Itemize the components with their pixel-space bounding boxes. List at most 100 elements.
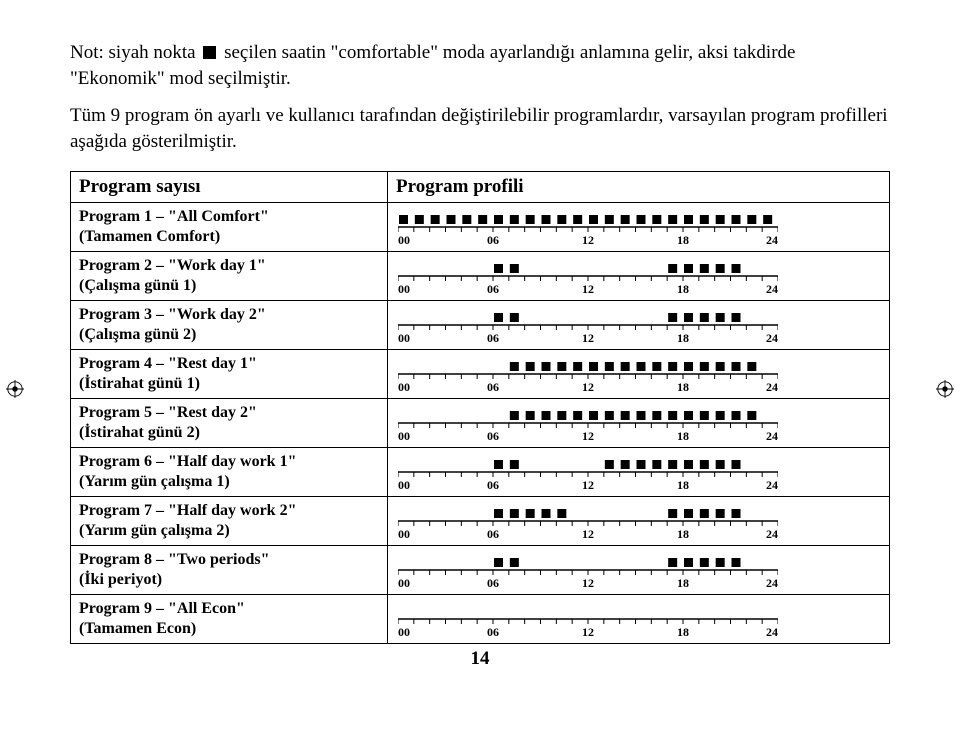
svg-text:24: 24 bbox=[766, 478, 778, 492]
intro-paragraph-2: Tüm 9 program ön ayarlı ve kullanıcı tar… bbox=[70, 103, 890, 154]
svg-text:00: 00 bbox=[398, 576, 410, 590]
program-table: Program sayısı Program profili Program 1… bbox=[70, 171, 890, 644]
program-title: Program 2 – "Work day 1" bbox=[79, 257, 266, 274]
svg-text:18: 18 bbox=[677, 527, 689, 541]
black-square-icon bbox=[203, 46, 216, 59]
table-row: Program 3 – "Work day 2" (Çalışma günü 2)… bbox=[71, 300, 890, 349]
svg-text:06: 06 bbox=[487, 233, 499, 247]
header-left: Program sayısı bbox=[71, 171, 388, 202]
svg-text:12: 12 bbox=[582, 233, 594, 247]
table-row: Program 9 – "All Econ"(Tamamen Econ)0006… bbox=[71, 594, 890, 643]
program-subtitle: (İstirahat günü 1) bbox=[79, 375, 200, 392]
svg-text:06: 06 bbox=[487, 478, 499, 492]
timeline: 0006121824 bbox=[398, 209, 778, 247]
svg-text:12: 12 bbox=[582, 380, 594, 394]
svg-text:18: 18 bbox=[677, 380, 689, 394]
program-label-cell: Program 8 – "Two periods"(İki periyot) bbox=[71, 545, 388, 594]
table-row: Program 7 – "Half day work 2"(Yarım gün … bbox=[71, 496, 890, 545]
program-title: Program 6 – "Half day work 1" bbox=[79, 453, 296, 470]
intro-part1: Not: siyah nokta bbox=[70, 42, 196, 63]
timeline-chart: 0006121824 bbox=[398, 503, 778, 541]
program-title: Program 3 – "Work day 2" bbox=[79, 306, 266, 323]
registration-mark-icon bbox=[936, 380, 954, 398]
timeline-chart: 00 06 12 18 24 bbox=[398, 405, 778, 443]
svg-text:06: 06 bbox=[487, 282, 499, 296]
svg-text:06: 06 bbox=[487, 625, 499, 639]
program-subtitle: (Tamamen Comfort) bbox=[79, 228, 220, 245]
timeline-chart: 00 06 12 18 24 bbox=[398, 601, 778, 639]
svg-text:00: 00 bbox=[398, 625, 410, 639]
program-profile-cell: 00 06 12 18 24 bbox=[388, 594, 890, 643]
program-profile-cell: 0006121824 bbox=[388, 202, 890, 251]
program-subtitle: (Çalışma günü 1) bbox=[79, 277, 196, 294]
program-profile-cell: 0006121824 bbox=[388, 251, 890, 300]
timeline: 0006121824 bbox=[398, 356, 778, 394]
svg-text:24: 24 bbox=[766, 527, 778, 541]
timeline: 0006121824 bbox=[398, 454, 778, 492]
table-row: Program 1 – "All Comfort" (Tamamen Comfor… bbox=[71, 202, 890, 251]
header-right: Program profili bbox=[388, 171, 890, 202]
program-profile-cell: 00 06 12 18 24 bbox=[388, 398, 890, 447]
svg-text:24: 24 bbox=[766, 380, 778, 394]
registration-mark-icon bbox=[6, 380, 24, 398]
svg-text:18: 18 bbox=[677, 625, 689, 639]
svg-text:18: 18 bbox=[677, 429, 689, 443]
svg-text:24: 24 bbox=[766, 429, 778, 443]
timeline-chart: 00 06 12 18 24 bbox=[398, 552, 778, 590]
program-label-cell: Program 1 – "All Comfort" (Tamamen Comfor… bbox=[71, 202, 388, 251]
svg-text:00: 00 bbox=[398, 478, 410, 492]
svg-text:24: 24 bbox=[766, 576, 778, 590]
svg-text:18: 18 bbox=[677, 331, 689, 345]
timeline: 00 06 12 18 24 bbox=[398, 601, 778, 639]
program-title: Program 4 – "Rest day 1" bbox=[79, 355, 257, 372]
svg-text:12: 12 bbox=[582, 625, 594, 639]
svg-text:18: 18 bbox=[677, 233, 689, 247]
program-subtitle: (Tamamen Econ) bbox=[79, 620, 196, 637]
program-label-cell: Program 5 – "Rest day 2" (İstirahat günü … bbox=[71, 398, 388, 447]
timeline: 00 06 12 18 24 bbox=[398, 552, 778, 590]
svg-text:00: 00 bbox=[398, 380, 410, 394]
page-number: 14 bbox=[70, 648, 890, 670]
program-title: Program 1 – "All Comfort" bbox=[79, 208, 269, 225]
program-label-cell: Program 2 – "Work day 1" (Çalışma günü 1) bbox=[71, 251, 388, 300]
svg-text:12: 12 bbox=[582, 429, 594, 443]
svg-text:18: 18 bbox=[677, 282, 689, 296]
program-profile-cell: 00 06 12 18 24 bbox=[388, 545, 890, 594]
program-profile-cell: 0006121824 bbox=[388, 349, 890, 398]
program-profile-cell: 0006121824 bbox=[388, 300, 890, 349]
svg-text:00: 00 bbox=[398, 429, 410, 443]
table-row: Program 6 – "Half day work 1" (Yarım gün … bbox=[71, 447, 890, 496]
program-subtitle: (Yarım gün çalışma 2) bbox=[79, 522, 230, 539]
table-row: Program 4 – "Rest day 1" (İstirahat günü … bbox=[71, 349, 890, 398]
svg-text:00: 00 bbox=[398, 331, 410, 345]
svg-text:00: 00 bbox=[398, 527, 410, 541]
svg-text:06: 06 bbox=[487, 429, 499, 443]
svg-text:24: 24 bbox=[766, 233, 778, 247]
timeline: 0006121824 bbox=[398, 258, 778, 296]
svg-text:12: 12 bbox=[582, 282, 594, 296]
svg-text:12: 12 bbox=[582, 331, 594, 345]
timeline-chart: 0006121824 bbox=[398, 258, 778, 296]
timeline-chart: 0006121824 bbox=[398, 356, 778, 394]
intro-paragraph: Not: siyah nokta seçilen saatin "comfort… bbox=[70, 40, 890, 91]
svg-text:24: 24 bbox=[766, 625, 778, 639]
program-title: Program 8 – "Two periods" bbox=[79, 551, 270, 568]
timeline-chart: 0006121824 bbox=[398, 454, 778, 492]
program-label-cell: Program 4 – "Rest day 1" (İstirahat günü … bbox=[71, 349, 388, 398]
table-row: Program 8 – "Two periods"(İki periyot) 00… bbox=[71, 545, 890, 594]
svg-text:06: 06 bbox=[487, 331, 499, 345]
program-label-cell: Program 6 – "Half day work 1" (Yarım gün … bbox=[71, 447, 388, 496]
svg-text:06: 06 bbox=[487, 576, 499, 590]
svg-text:18: 18 bbox=[677, 576, 689, 590]
program-label-cell: Program 7 – "Half day work 2"(Yarım gün … bbox=[71, 496, 388, 545]
svg-text:18: 18 bbox=[677, 478, 689, 492]
timeline: 00 06 12 18 24 bbox=[398, 405, 778, 443]
program-subtitle: (Yarım gün çalışma 1) bbox=[79, 473, 230, 490]
program-subtitle: (İstirahat günü 2) bbox=[79, 424, 200, 441]
program-title: Program 5 – "Rest day 2" bbox=[79, 404, 257, 421]
table-row: Program 5 – "Rest day 2" (İstirahat günü … bbox=[71, 398, 890, 447]
svg-text:00: 00 bbox=[398, 282, 410, 296]
timeline-chart: 0006121824 bbox=[398, 307, 778, 345]
program-subtitle: (Çalışma günü 2) bbox=[79, 326, 196, 343]
svg-text:12: 12 bbox=[582, 576, 594, 590]
